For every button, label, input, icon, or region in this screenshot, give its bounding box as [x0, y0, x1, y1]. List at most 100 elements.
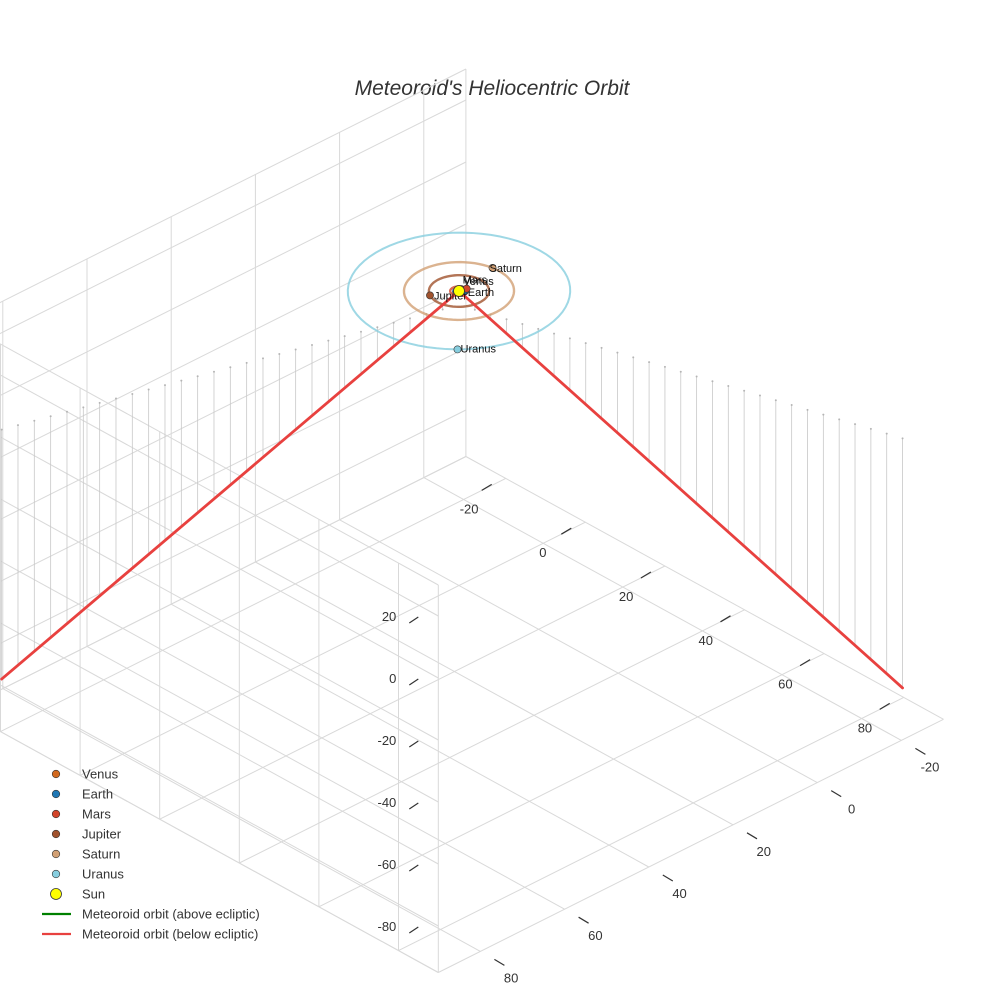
- drop-marker: [163, 384, 166, 387]
- y-axis-tick-label: 40: [699, 633, 713, 648]
- y-axis-tick: [799, 659, 811, 667]
- legend-item[interactable]: Uranus: [51, 867, 124, 882]
- drop-marker: [758, 394, 761, 397]
- drop-marker: [774, 399, 777, 402]
- x-axis-tick: [662, 874, 674, 882]
- wall-grid-line: [0, 343, 439, 586]
- drop-marker: [310, 344, 313, 347]
- legend-marker-swatch: [51, 769, 61, 779]
- drop-marker: [392, 321, 395, 324]
- drop-marker: [679, 370, 682, 373]
- chart-title: Meteoroid's Heliocentric Orbit: [355, 77, 631, 100]
- drop-marker: [229, 366, 232, 369]
- legend-label: Jupiter: [82, 827, 122, 842]
- floor-grid-line: [0, 477, 506, 733]
- wall-grid-line: [0, 285, 467, 521]
- wall-grid-line: [0, 374, 439, 617]
- y-axis-tick-label: 80: [858, 720, 872, 735]
- drop-marker: [695, 375, 698, 378]
- floor-grid-line: [465, 456, 944, 720]
- drop-marker: [408, 317, 411, 320]
- legend-label: Venus: [82, 767, 119, 782]
- drop-marker: [838, 418, 841, 421]
- drop-marker: [885, 432, 888, 435]
- drop-marker: [196, 375, 199, 378]
- drop-marker: [869, 427, 872, 430]
- z-axis-tick-label: 0: [389, 671, 396, 686]
- meteoroid-orbit: [0, 289, 904, 690]
- drop-marker: [294, 348, 297, 351]
- z-axis-tick-label: 20: [382, 609, 396, 624]
- y-axis-tick: [720, 615, 731, 623]
- z-axis-tick: [408, 802, 419, 810]
- z-axis-tick-label: -80: [378, 919, 397, 934]
- x-axis-tick: [746, 832, 758, 840]
- y-axis-tick: [560, 527, 572, 535]
- legend-item[interactable]: Meteoroid orbit (below ecliptic): [42, 927, 258, 942]
- x-axis-tick-label: 60: [588, 928, 602, 943]
- axis-ticks: -20 0 20 40 60 80 -20 0 20 40 60 80 20 0 -20 -40 -60 -80: [378, 483, 940, 984]
- legend-label: Uranus: [82, 867, 124, 882]
- floor-grid-line: [398, 696, 904, 952]
- floor-grid-line: [86, 645, 565, 910]
- legend-marker-swatch: [51, 829, 61, 839]
- x-axis-tick: [915, 747, 926, 755]
- legend[interactable]: Venus Earth Mars Jupiter Saturn Uranus Sun Mete…: [42, 767, 260, 942]
- legend-sun-swatch: [50, 888, 62, 900]
- drop-marker: [131, 393, 134, 395]
- drop-marker: [473, 308, 476, 311]
- legend-item[interactable]: Jupiter: [51, 827, 122, 842]
- x-axis-tick-label: -20: [921, 759, 940, 774]
- orbit-uranus: [346, 231, 572, 351]
- drop-marker: [65, 410, 68, 413]
- drop-marker: [245, 361, 248, 364]
- drop-marker: [632, 356, 635, 359]
- legend-label: Meteoroid orbit (below ecliptic): [82, 927, 258, 942]
- floor-grid-line: [159, 565, 666, 820]
- legend-label: Sun: [82, 887, 105, 902]
- drop-marker: [359, 330, 362, 333]
- sun-marker: [453, 285, 465, 297]
- mars-label: Mars: [463, 275, 488, 287]
- venus-label: Venus: [463, 276, 494, 288]
- legend-label: Earth: [82, 787, 113, 802]
- drop-marker: [33, 419, 36, 422]
- legend-item[interactable]: Venus: [51, 767, 119, 782]
- z-axis-tick-label: -60: [378, 857, 397, 872]
- legend-marker-swatch: [51, 789, 61, 799]
- wall-grid-line: [0, 622, 439, 865]
- earth-label: Earth: [468, 287, 494, 299]
- z-axis-tick: [408, 926, 419, 934]
- drop-marker: [568, 337, 571, 340]
- wall-grid-line: [0, 684, 439, 927]
- z-axis-tick: [408, 864, 419, 872]
- legend-item[interactable]: Saturn: [51, 847, 120, 862]
- y-axis-tick-label: 0: [539, 545, 546, 560]
- wall-grid-line: [0, 560, 439, 803]
- y-axis-tick: [640, 571, 652, 579]
- legend-label: Saturn: [82, 847, 120, 862]
- floor-grid-line: [255, 561, 734, 826]
- drop-marker: [212, 370, 215, 373]
- y-axis-tick-label: -20: [460, 501, 479, 516]
- drop-marker: [806, 408, 809, 411]
- legend-item[interactable]: Sun: [50, 887, 106, 902]
- legend-marker-swatch: [51, 869, 61, 879]
- drop-marker: [790, 404, 793, 407]
- floor-grid-line: [423, 477, 902, 741]
- saturn-label: Saturn: [490, 263, 522, 275]
- z-axis-tick: [408, 678, 419, 686]
- drop-marker: [553, 332, 556, 335]
- legend-item[interactable]: Earth: [51, 787, 113, 802]
- wall-grid-line: [0, 436, 439, 679]
- saturn-marker: [488, 264, 497, 272]
- wall-grid-line: [0, 99, 467, 335]
- wall-grid-line: [0, 456, 467, 691]
- legend-marker-swatch: [51, 849, 61, 859]
- legend-item[interactable]: Meteoroid orbit (above ecliptic): [42, 907, 260, 922]
- orbit-jupiter: [427, 273, 491, 309]
- drop-marker: [648, 361, 651, 364]
- legend-item[interactable]: Mars: [51, 807, 111, 822]
